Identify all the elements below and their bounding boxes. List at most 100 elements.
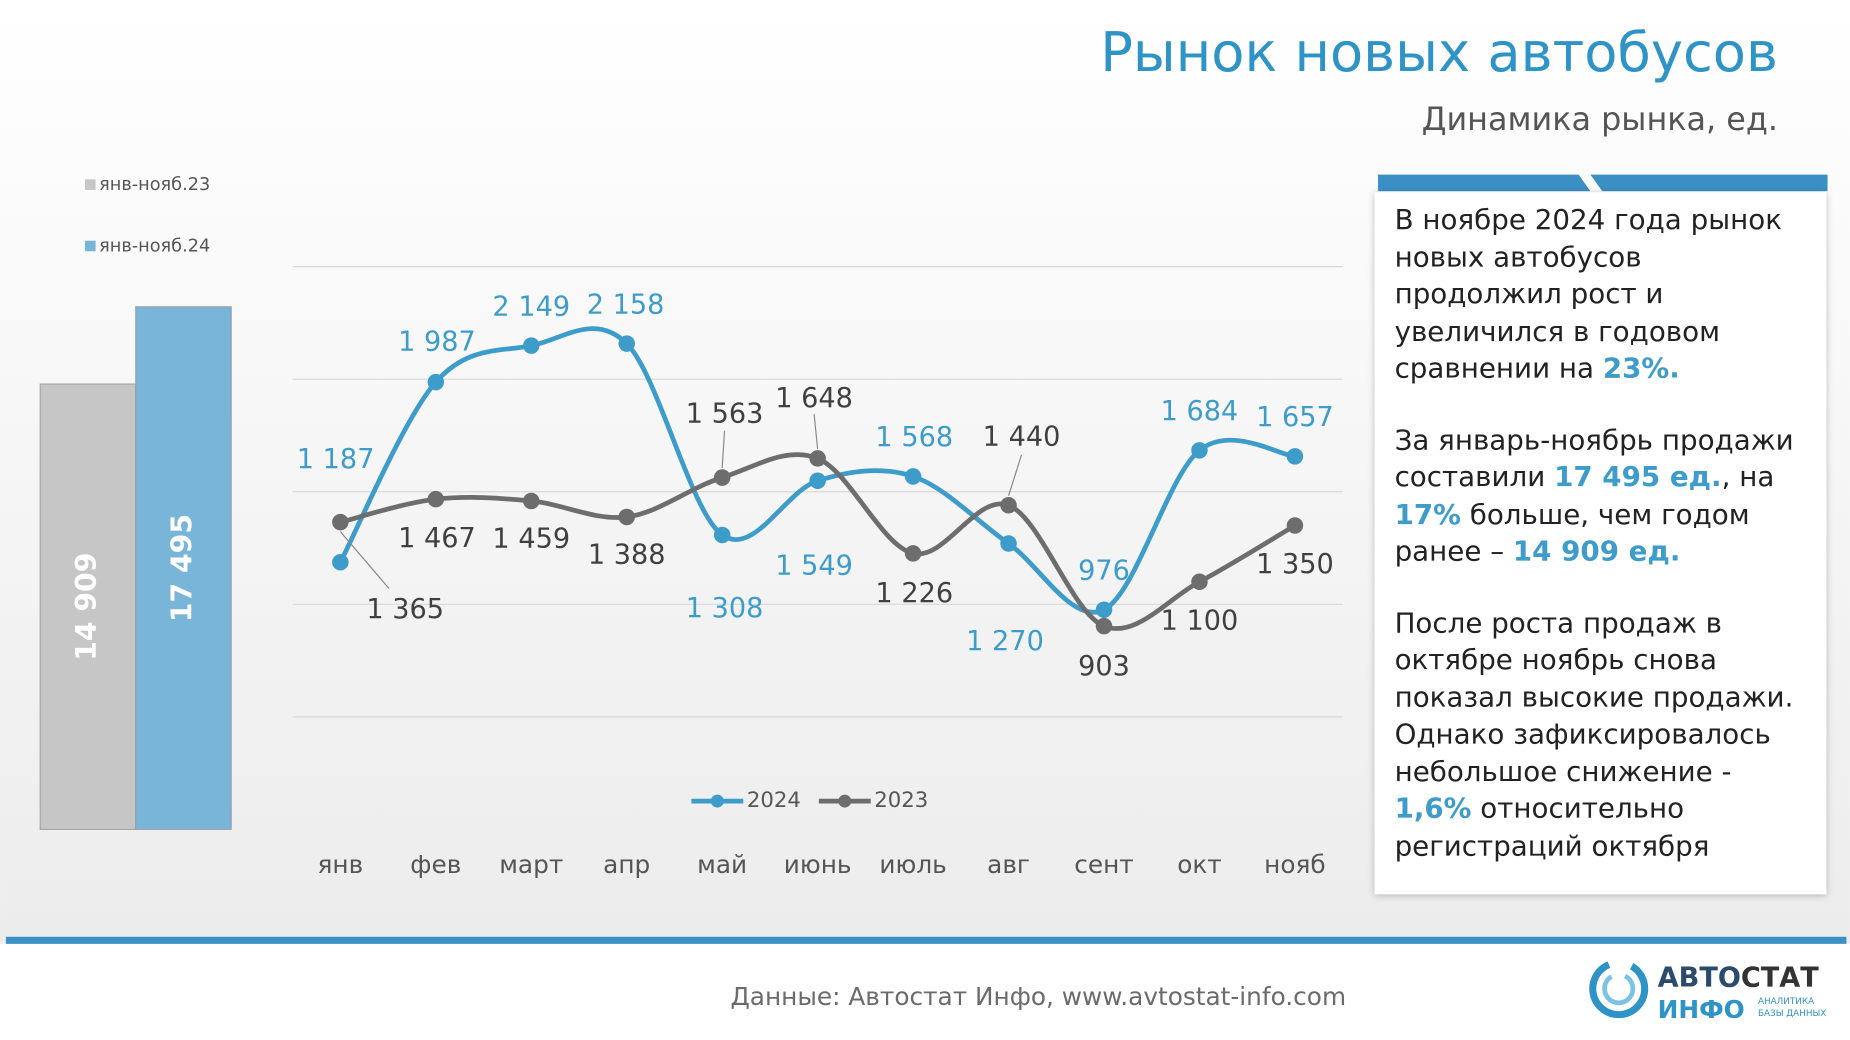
marker (1286, 517, 1304, 534)
marker (809, 450, 826, 467)
logo-info: ИНФО (1658, 995, 1745, 1024)
note-run: За январь-ноябрь продажи составили (1394, 422, 1794, 494)
bar (135, 306, 232, 830)
leader-line (1007, 454, 1023, 496)
legend-swatch (84, 179, 96, 190)
logo-tag: АНАЛИТИКА (1758, 997, 1814, 1007)
logo-word: АВТОСТАТ (1658, 962, 1820, 993)
data-label: 1 365 (366, 594, 444, 625)
note-highlight: 14 909 ед. (1512, 534, 1681, 568)
note-container: В ноябре 2024 года рынок новых автобусов… (1375, 192, 1827, 864)
legend-marker (710, 794, 724, 808)
data-label: 1 388 (588, 539, 666, 570)
x-tick-label: окт (1177, 850, 1222, 879)
data-label: 1 100 (1161, 605, 1239, 636)
note-highlight: 1,6% (1394, 791, 1472, 825)
marker (332, 513, 349, 531)
note-run: больше, чем годом ранее – (1394, 497, 1750, 568)
note-run: , на (1721, 460, 1775, 494)
marker (523, 337, 540, 354)
leader-line (813, 414, 819, 450)
title: Рынок новых автобусов (1100, 21, 1778, 84)
note-header-bar (1378, 174, 1828, 192)
data-label: 1 350 (1256, 549, 1334, 580)
data-label: 1 187 (297, 444, 375, 475)
legend-label: 2023 (874, 788, 928, 813)
legend-marker (838, 794, 852, 808)
x-tick-label: апр (603, 850, 650, 879)
marker (1286, 448, 1304, 465)
marker (1095, 617, 1113, 635)
x-tick-label: сент (1074, 850, 1133, 879)
marker (523, 492, 540, 510)
legend-swatch (84, 240, 96, 252)
note-highlight: 17 495 ед. (1554, 460, 1722, 494)
marker (427, 373, 445, 391)
x-tick-label: фев (410, 850, 461, 879)
x-tick-label: июнь (784, 850, 852, 879)
data-label: 2 149 (492, 291, 570, 322)
logo-tag: БАЗЫ ДАННЫХ (1758, 1009, 1826, 1019)
note-text: В ноябре 2024 года рынок новых автобусов… (1375, 192, 1827, 864)
note-highlight: 17% (1394, 497, 1461, 531)
note-paragraph: За январь-ноябрь продажи составили 17 49… (1395, 422, 1813, 571)
note-run: В ноябре 2024 года рынок новых автобусов… (1394, 202, 1782, 385)
marker (427, 490, 445, 508)
data-label: 1 563 (686, 399, 764, 430)
logo: АВТОСТАТ ИНФО АНАЛИТИКА БАЗЫ ДАННЫХ (1589, 959, 1826, 1024)
data-label: 1 657 (1256, 402, 1334, 433)
legend-label: янв-нояб.24 (99, 237, 210, 257)
logo-auto: АВТО (1658, 962, 1741, 993)
marker (904, 468, 922, 485)
logo-ring-inner (1602, 972, 1636, 1006)
x-tick-label: июль (879, 850, 946, 879)
data-label: 1 440 (983, 422, 1061, 453)
marker (332, 553, 349, 571)
bar-value-label: 14 909 (70, 553, 103, 661)
data-label: 1 568 (875, 422, 953, 453)
data-label: 1 459 (492, 523, 570, 554)
note-panel (1374, 192, 1827, 895)
data-label: 2 158 (587, 289, 665, 320)
marker (713, 526, 731, 544)
note-paragraph: В ноябре 2024 года рынок новых автобусов… (1395, 202, 1813, 388)
marker (618, 335, 635, 352)
leader-line (721, 430, 726, 469)
x-tick-label: нояб (1264, 850, 1326, 879)
subtitle: Динамика рынка, ед. (1422, 100, 1778, 138)
marker (1000, 535, 1017, 552)
leader-line (339, 531, 390, 589)
data-label: 1 270 (966, 626, 1044, 657)
note-highlight: 23%. (1602, 351, 1680, 385)
series-line (337, 326, 1298, 615)
marker (618, 508, 635, 526)
marker (713, 469, 731, 486)
bar-value-label: 17 495 (165, 514, 198, 622)
x-tick-label: май (697, 850, 747, 879)
marker (904, 545, 922, 562)
footer-stripe (5, 936, 1847, 944)
marker (1000, 496, 1017, 514)
data-label: 1 684 (1161, 396, 1239, 427)
data-label: 1 648 (775, 383, 853, 414)
source: Данные: Автостат Инфо, www.avtostat-info… (730, 982, 1346, 1011)
data-label: 1 987 (398, 327, 476, 358)
note-run: относительно регистраций октября (1394, 791, 1710, 862)
note-run: После роста продаж в октябре ноябрь снов… (1394, 605, 1794, 788)
marker (1191, 573, 1208, 591)
data-label: 976 (1078, 555, 1130, 586)
data-label: 903 (1078, 651, 1130, 682)
footer-background (0, 943, 1850, 1040)
marker (809, 472, 826, 489)
data-label: 1 308 (686, 593, 764, 624)
logo-stat: СТАТ (1741, 962, 1819, 993)
x-tick-label: янв (318, 850, 364, 879)
legend-label: янв-нояб.23 (99, 175, 210, 195)
x-tick-label: авг (987, 850, 1030, 879)
x-tick-label: март (499, 850, 563, 879)
data-label: 1 226 (875, 578, 953, 609)
note-paragraph: После роста продаж в октябре ноябрь снов… (1395, 605, 1813, 865)
data-label: 1 549 (775, 550, 853, 581)
